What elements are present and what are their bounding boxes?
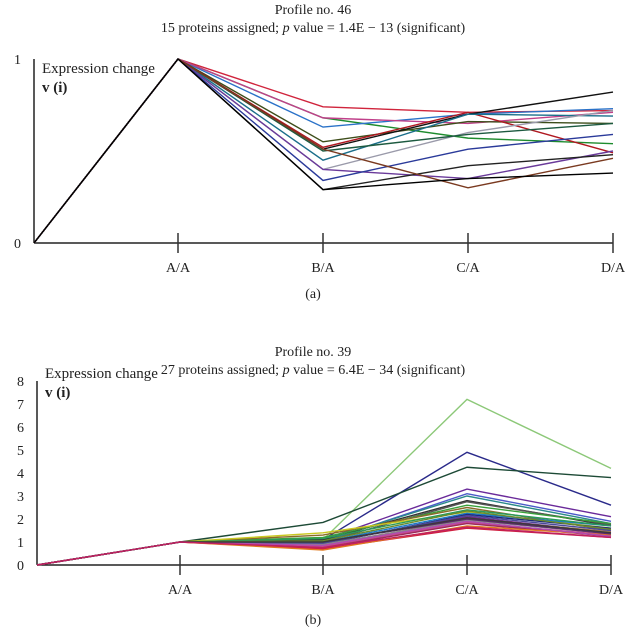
series-line-10 (33, 58, 614, 244)
x-tick-label: A/A (168, 583, 193, 598)
y-tick-label: 0 (14, 237, 21, 252)
y-axis-label: Expression change (45, 366, 158, 382)
chart-subtitle: 27 proteins assigned; p value = 6.4E − 3… (161, 363, 466, 378)
y-tick-label: 0 (17, 559, 24, 574)
y-axis-label-variable: v (i) (45, 385, 70, 401)
x-tick-label: D/A (601, 261, 626, 276)
series-line-15 (33, 57, 614, 244)
y-tick-label: 5 (17, 444, 24, 459)
chart-panel-1: Profile no. 46 15 proteins assigned; p va… (14, 3, 626, 302)
chart-title: Profile no. 46 (275, 3, 352, 18)
y-tick-label: 8 (17, 375, 24, 390)
chart-panel-2: Profile no. 39 27 proteins assigned; p va… (17, 345, 624, 628)
panel-label: (b) (305, 613, 322, 628)
y-tick-label: 7 (17, 398, 24, 413)
series-line-6 (36, 495, 612, 566)
x-tick-label: C/A (456, 261, 480, 276)
x-tick-label: A/A (166, 261, 191, 276)
chart-title: Profile no. 39 (275, 345, 352, 360)
y-tick-label: 1 (14, 53, 21, 68)
x-tick-label: B/A (311, 583, 335, 598)
panel-label: (a) (305, 287, 321, 302)
x-tick-label: C/A (455, 583, 479, 598)
y-tick-label: 4 (17, 467, 24, 482)
y-axis-label: Expression change (42, 61, 155, 77)
y-tick-label: 6 (17, 421, 24, 436)
y-tick-label: 3 (17, 490, 24, 505)
x-tick-label: D/A (599, 583, 624, 598)
series-line-8 (36, 501, 612, 566)
x-tick-label: B/A (311, 261, 335, 276)
y-tick-label: 2 (17, 513, 24, 528)
chart-subtitle: 15 proteins assigned; p value = 1.4E − 1… (161, 21, 466, 36)
y-axis-label-variable: v (i) (42, 80, 67, 96)
series-line-27 (36, 526, 612, 566)
y-tick-label: 1 (17, 536, 24, 551)
